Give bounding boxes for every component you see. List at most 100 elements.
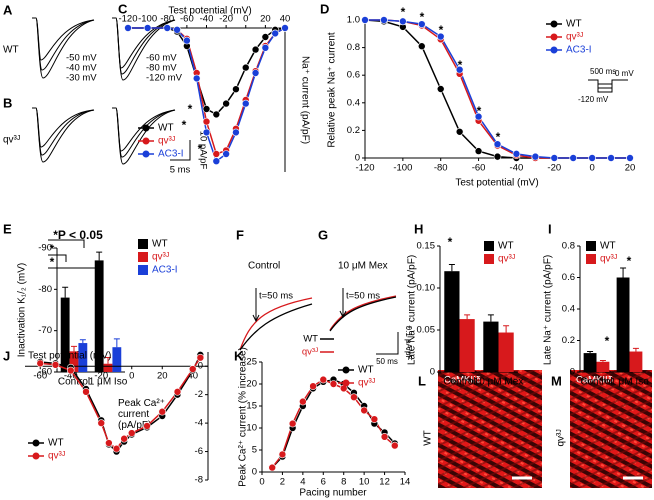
x-tick-label: -80 <box>160 14 174 25</box>
annotation: * <box>439 23 444 37</box>
panel-letter: D <box>320 1 329 16</box>
legend-label: WT <box>303 334 318 345</box>
y-tick-label: 0.05 <box>417 325 436 336</box>
micrograph <box>570 370 652 488</box>
bracket <box>48 267 99 275</box>
x-tick-label: Control <box>58 377 90 388</box>
annotation: * <box>420 10 425 24</box>
error-bar <box>79 339 86 344</box>
y-tick-label: 5 <box>252 445 257 456</box>
annotation: * <box>496 130 501 144</box>
protocol-inset <box>588 79 628 93</box>
panel-title: 10 μM Mex <box>338 261 388 272</box>
panel-letter: E <box>3 221 12 236</box>
y-tick-label: 1.0 <box>347 15 360 26</box>
y-tick-label: 0 <box>198 361 203 372</box>
point <box>232 85 240 93</box>
point <box>241 99 250 108</box>
point <box>550 154 559 162</box>
y-label: Late Na⁺ current (pA/pF) <box>407 255 418 365</box>
bar <box>112 347 122 372</box>
point <box>143 24 152 32</box>
inset-label: -120 mV <box>578 95 609 104</box>
x-tick-label: 2 <box>280 477 285 488</box>
trace-label: -120 mV <box>146 73 183 84</box>
x-tick-label: 1 μM Iso <box>89 377 128 388</box>
legend-label: AC3-I <box>152 265 178 276</box>
x-tick-label: -60 <box>33 371 47 382</box>
point <box>222 150 230 158</box>
traces <box>32 17 176 81</box>
bar <box>498 332 514 372</box>
legend-label: qv³ᴶ <box>358 378 375 389</box>
x-tick-label: 20 <box>157 371 168 382</box>
x-tick-label: -100 <box>393 163 412 174</box>
bar <box>69 351 79 372</box>
x-tick-label: -120 <box>118 14 137 25</box>
point <box>380 432 389 441</box>
legend-marker <box>142 150 150 158</box>
x-tick-label: -20 <box>547 163 561 174</box>
legend-label: qv³ᴶ <box>498 254 515 265</box>
point <box>455 127 464 136</box>
y-tick-label: -8 <box>195 475 203 486</box>
micrograph <box>438 370 542 488</box>
x-tick-label: 0 <box>259 477 264 488</box>
point <box>299 397 307 406</box>
x-tick-label: Control <box>580 377 612 388</box>
y-tick-label: 20 <box>246 379 257 390</box>
panel-letter: H <box>414 221 423 236</box>
error-bar <box>620 267 627 278</box>
point <box>399 17 407 26</box>
bar <box>78 343 88 372</box>
y-label: Relative peak Na⁺ current <box>327 32 338 148</box>
y-label: Inactivation K₁/₂ (mV) <box>17 263 28 358</box>
point <box>188 365 197 373</box>
panel-letter: J <box>3 348 10 363</box>
error-bar <box>62 286 69 298</box>
annotation: * <box>188 102 193 116</box>
point <box>127 429 136 437</box>
error-bar <box>587 351 594 354</box>
annotation: * <box>448 235 453 249</box>
legend-swatch <box>586 254 596 264</box>
stain-label: CaMKIIδ <box>576 375 613 386</box>
point <box>417 20 426 28</box>
x-tick-label: -20 <box>219 14 233 25</box>
y-tick-label: 15 <box>246 401 257 412</box>
x-tick-label: 4 <box>300 477 305 488</box>
point <box>455 65 464 74</box>
point <box>417 42 426 51</box>
legend-label: qv³ᴶ <box>566 32 583 43</box>
trace-label: -40 mV <box>66 63 97 74</box>
x-label: Test potential (mV) <box>28 351 111 362</box>
y-tick-label: 0.2 <box>562 335 575 346</box>
legend-swatch <box>586 241 596 251</box>
point <box>251 45 260 54</box>
point <box>202 117 211 126</box>
legend-swatch <box>138 265 148 275</box>
legend-marker <box>550 46 558 54</box>
point <box>268 463 277 472</box>
panel-label: qv³ᴶ <box>556 429 567 446</box>
error-bar <box>448 263 455 272</box>
y-tick-label: 0 <box>355 153 360 164</box>
panel-letter: K <box>234 348 244 363</box>
x-tick-label: 8 <box>341 477 346 488</box>
y-tick-label: 0 <box>252 467 257 478</box>
error-bar <box>632 347 639 352</box>
bar <box>583 353 597 372</box>
error-bar <box>105 357 111 364</box>
point <box>350 393 358 402</box>
bar <box>596 361 610 372</box>
point <box>474 147 483 155</box>
trace-label: -50 mV <box>66 53 97 64</box>
annotation: * <box>627 254 632 268</box>
legend-swatch <box>138 239 148 249</box>
panel-letter: F <box>236 227 244 242</box>
x-tick-label: -40 <box>200 14 214 25</box>
annotation: * <box>458 58 463 72</box>
y-tick-label: -80 <box>38 284 52 295</box>
point <box>97 419 106 427</box>
x-tick-label: Control <box>443 377 475 388</box>
